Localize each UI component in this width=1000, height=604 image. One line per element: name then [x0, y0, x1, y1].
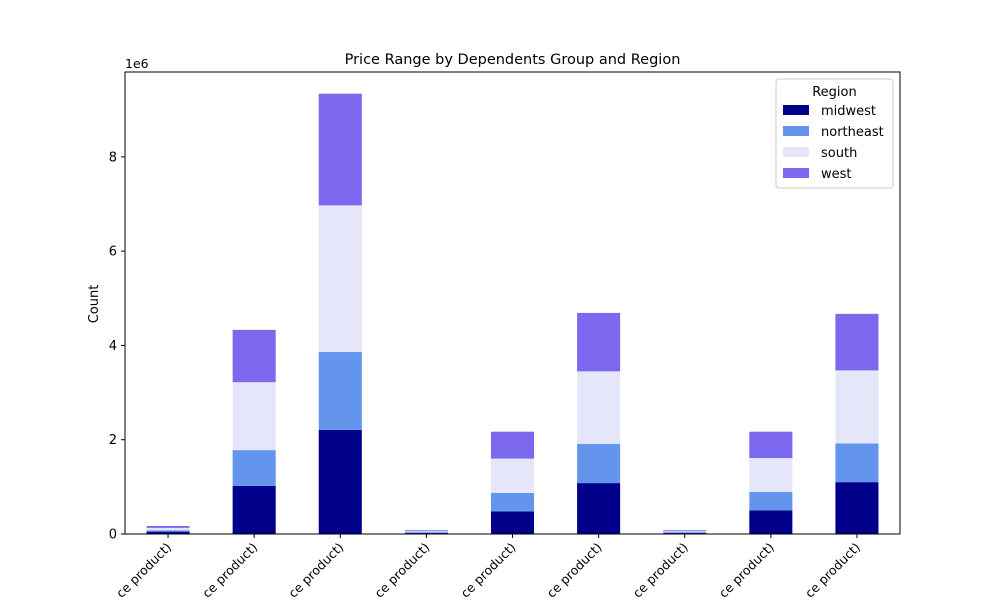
- bar-west-4: [404, 530, 448, 532]
- bar-south-6: [577, 371, 621, 444]
- bar-west-6: [577, 312, 621, 372]
- bar-west-5: [490, 431, 535, 459]
- x-tick-label: ce product): [802, 540, 863, 600]
- y-offset-label: 1e6: [125, 56, 149, 71]
- bar-midwest-5: [490, 511, 535, 534]
- legend-swatch-west: [783, 168, 809, 178]
- bar-midwest-8: [749, 510, 793, 534]
- legend-swatch-northeast: [783, 126, 809, 136]
- bar-northeast-1: [146, 530, 190, 532]
- x-tick-label: ce product): [716, 540, 777, 600]
- legend-label-west: west: [821, 167, 852, 182]
- bar-northeast-9: [835, 443, 879, 483]
- legend-label-midwest: midwest: [821, 104, 876, 119]
- y-tick-label: 0: [109, 528, 117, 543]
- x-tick-label: ce product): [113, 540, 174, 600]
- bar-south-4: [404, 531, 448, 533]
- legend: Region midwest northeast south west: [775, 78, 894, 189]
- bar-south-2: [232, 382, 276, 451]
- bar-midwest-3: [318, 429, 362, 534]
- legend-swatch-south: [783, 147, 809, 157]
- bar-west-1: [146, 525, 190, 528]
- legend-label-northeast: northeast: [821, 125, 884, 140]
- x-tick-label: ce product): [199, 540, 260, 600]
- bar-northeast-4: [404, 532, 448, 534]
- y-tick-label: 4: [109, 339, 117, 354]
- y-axis-label: Count: [87, 285, 102, 324]
- y-tick-label: 6: [109, 245, 117, 260]
- bar-midwest-2: [232, 485, 276, 534]
- bar-northeast-7: [663, 532, 707, 534]
- bar-northeast-3: [318, 352, 362, 430]
- x-tick-label: ce product): [457, 540, 518, 600]
- y-tick-label: 2: [109, 433, 117, 448]
- bar-south-7: [663, 531, 707, 533]
- x-tick-label: ce product): [544, 540, 605, 600]
- bar-south-9: [835, 370, 879, 444]
- x-tick-label: ce product): [630, 540, 691, 600]
- bars-layer: [146, 93, 879, 534]
- legend-swatch-midwest: [783, 105, 809, 115]
- bar-northeast-2: [232, 450, 276, 486]
- legend-label-south: south: [821, 146, 857, 161]
- bar-south-3: [318, 205, 362, 353]
- bar-northeast-8: [749, 492, 793, 511]
- chart-title: Price Range by Dependents Group and Regi…: [345, 52, 681, 68]
- bar-midwest-6: [577, 483, 621, 534]
- x-tick-label: ce product): [285, 540, 346, 600]
- bar-west-7: [663, 530, 707, 532]
- bar-west-8: [749, 431, 793, 459]
- bar-south-1: [146, 527, 190, 531]
- x-tick-label: ce product): [371, 540, 432, 600]
- bar-west-9: [835, 313, 879, 371]
- bar-northeast-5: [490, 492, 535, 512]
- bar-midwest-9: [835, 482, 879, 534]
- legend-title: Region: [812, 85, 857, 100]
- bar-northeast-6: [577, 443, 621, 484]
- y-tick-label: 8: [109, 150, 117, 165]
- bar-south-8: [749, 458, 793, 493]
- bar-west-2: [232, 329, 276, 383]
- bar-south-5: [490, 458, 535, 493]
- bar-west-3: [318, 93, 362, 206]
- bar-midwest-1: [146, 531, 190, 534]
- legend-items: midwest northeast south west: [783, 104, 884, 182]
